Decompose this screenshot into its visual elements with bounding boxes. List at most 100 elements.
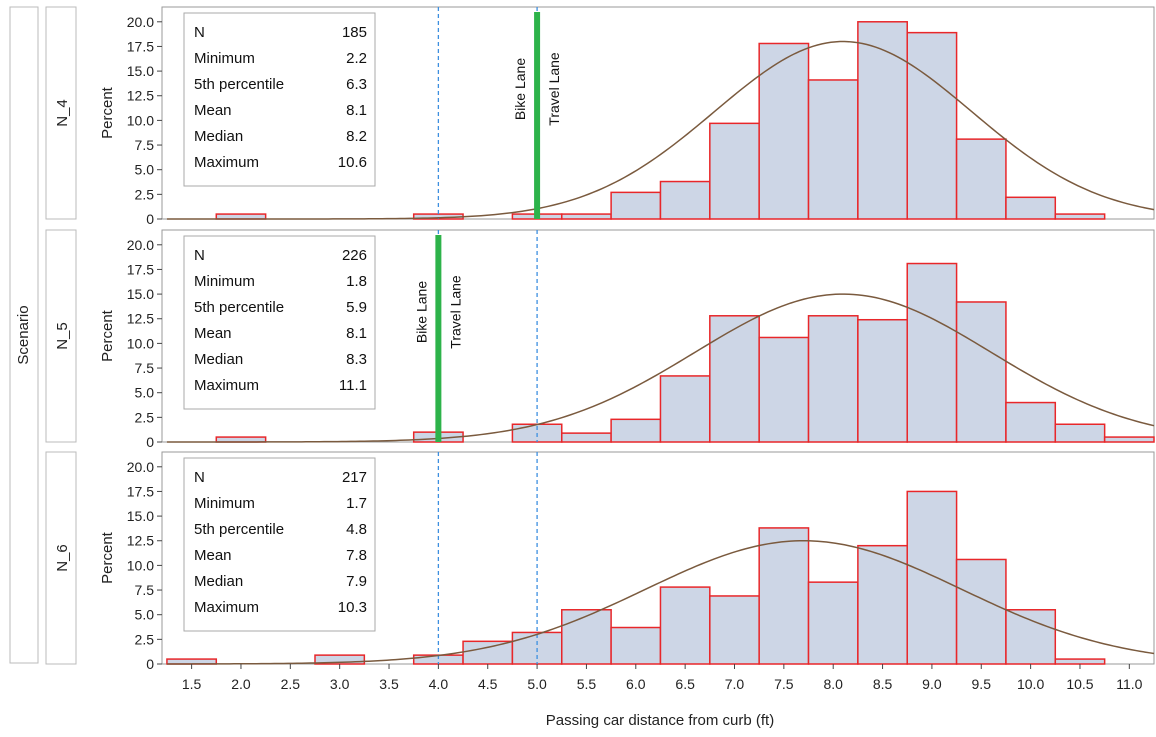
y-axis-label: Percent bbox=[99, 531, 116, 584]
normal-density-curve bbox=[166, 40, 1155, 220]
histogram-bar bbox=[561, 609, 612, 665]
stat-value: 8.2 bbox=[346, 128, 367, 145]
panel-n-4: N_4 Percent 0 2.5 5.0 7.5 10.0 12.5 15.0 17.5 20.0… bbox=[45, 6, 1155, 227]
scenario-label-strip bbox=[45, 229, 77, 443]
stat-label: Median bbox=[194, 128, 243, 145]
stat-value: 5.9 bbox=[346, 299, 367, 316]
y-tick-label: 2.5 bbox=[135, 409, 155, 425]
histogram-bar bbox=[955, 558, 1007, 665]
stats-box bbox=[183, 235, 376, 410]
histogram-bar bbox=[807, 79, 859, 220]
histogram-bar bbox=[1005, 609, 1057, 665]
histogram-bar bbox=[1103, 436, 1155, 443]
travel-lane-label: Travel Lane bbox=[447, 275, 463, 349]
x-tick-label: 3.5 bbox=[379, 676, 399, 692]
y-tick-label: 10.0 bbox=[127, 557, 154, 573]
histogram-bar bbox=[955, 138, 1007, 220]
x-tick-label: 4.0 bbox=[429, 676, 449, 692]
stat-label: Mean bbox=[194, 325, 232, 342]
bike-lane-label: Bike Lane bbox=[413, 281, 429, 343]
x-tick-label: 7.0 bbox=[725, 676, 745, 692]
stat-label: 5th percentile bbox=[194, 299, 284, 316]
x-tick-label: 2.0 bbox=[231, 676, 251, 692]
y-tick-label: 7.5 bbox=[135, 582, 155, 598]
normal-density-curve bbox=[166, 539, 1155, 665]
stat-value: 1.8 bbox=[346, 273, 367, 290]
histogram-bar bbox=[857, 318, 908, 443]
y-tick-label: 0 bbox=[146, 656, 154, 672]
y-tick-label: 12.5 bbox=[127, 311, 154, 327]
stat-label: Median bbox=[194, 573, 243, 590]
stat-value: 7.9 bbox=[346, 573, 367, 590]
x-tick-label: 3.0 bbox=[330, 676, 350, 692]
stat-value: 8.1 bbox=[346, 102, 367, 119]
x-tick-label: 9.0 bbox=[922, 676, 942, 692]
histogram-bar bbox=[906, 262, 958, 443]
x-tick-label: 1.5 bbox=[182, 676, 202, 692]
histogram-bar bbox=[807, 581, 859, 665]
histogram-bar bbox=[462, 640, 514, 665]
stats-box bbox=[183, 457, 376, 632]
stat-value: 6.3 bbox=[346, 76, 367, 93]
x-tick-label: 10.5 bbox=[1066, 676, 1093, 692]
x-tick-label: 8.5 bbox=[873, 676, 893, 692]
stat-label: Minimum bbox=[194, 273, 255, 290]
y-tick-label: 17.5 bbox=[127, 483, 154, 499]
stat-label: N bbox=[194, 469, 205, 486]
scenario-label: N_6 bbox=[54, 544, 71, 572]
histogram-bar bbox=[1054, 658, 1106, 665]
panels: N_4 Percent 0 2.5 5.0 7.5 10.0 12.5 15.0 17.5 20.0… bbox=[45, 6, 1155, 672]
histogram-bar bbox=[906, 490, 958, 665]
y-tick-label: 20.0 bbox=[127, 459, 154, 475]
y-tick-label: 2.5 bbox=[135, 186, 155, 202]
stat-value: 1.7 bbox=[346, 495, 367, 512]
x-tick-label: 6.0 bbox=[626, 676, 646, 692]
x-tick-label: 5.0 bbox=[527, 676, 547, 692]
y-tick-label: 17.5 bbox=[127, 261, 154, 277]
y-tick-label: 5.0 bbox=[135, 385, 155, 401]
stat-label: Minimum bbox=[194, 495, 255, 512]
y-tick-label: 5.0 bbox=[135, 162, 155, 178]
histogram-bar bbox=[1054, 213, 1106, 220]
histogram-bar bbox=[610, 418, 662, 443]
stat-value: 4.8 bbox=[346, 521, 367, 538]
histogram-bar bbox=[955, 301, 1007, 443]
x-tick-label: 6.5 bbox=[675, 676, 695, 692]
stat-value: 10.3 bbox=[338, 599, 367, 616]
stats-box bbox=[183, 12, 376, 187]
stat-label: Median bbox=[194, 351, 243, 368]
stat-value: 217 bbox=[342, 469, 367, 486]
histogram-bar bbox=[659, 586, 711, 665]
x-tick-label: 11.0 bbox=[1116, 676, 1142, 692]
histogram-bar bbox=[906, 31, 958, 220]
y-tick-label: 5.0 bbox=[135, 607, 155, 623]
x-tick-label: 7.5 bbox=[774, 676, 794, 692]
y-tick-label: 15.0 bbox=[127, 508, 154, 524]
scenario-label-strip bbox=[45, 451, 77, 665]
scenario-label: N_4 bbox=[54, 99, 71, 127]
histogram-bar bbox=[857, 544, 908, 665]
stat-label: Mean bbox=[194, 547, 232, 564]
y-tick-label: 7.5 bbox=[135, 137, 155, 153]
stat-label: Minimum bbox=[194, 50, 255, 67]
x-tick-label: 10.0 bbox=[1017, 676, 1044, 692]
histogram-bar bbox=[1005, 196, 1057, 220]
x-axis: 1.5 2.0 2.5 3.0 3.5 4.0 4.5 5.0 5.5 6.0 6.5 7.0 7.5 8… bbox=[182, 664, 1143, 692]
y-tick-label: 20.0 bbox=[127, 14, 154, 30]
row-header-label: Scenario bbox=[15, 305, 32, 364]
y-tick-label: 12.5 bbox=[127, 533, 154, 549]
stat-label: 5th percentile bbox=[194, 76, 284, 93]
histogram-bar bbox=[807, 315, 859, 443]
histogram-bar bbox=[561, 432, 612, 443]
stat-value: 10.6 bbox=[338, 154, 367, 171]
histogram-bar bbox=[758, 527, 810, 665]
stat-value: 226 bbox=[342, 247, 367, 264]
y-tick-label: 17.5 bbox=[127, 38, 154, 54]
y-tick-label: 20.0 bbox=[127, 237, 154, 253]
y-tick-label: 12.5 bbox=[127, 88, 154, 104]
x-axis-label: Passing car distance from curb (ft) bbox=[546, 712, 774, 729]
bike-lane-label: Bike Lane bbox=[512, 58, 528, 120]
y-tick-label: 2.5 bbox=[135, 631, 155, 647]
y-tick-label: 0 bbox=[146, 434, 154, 450]
